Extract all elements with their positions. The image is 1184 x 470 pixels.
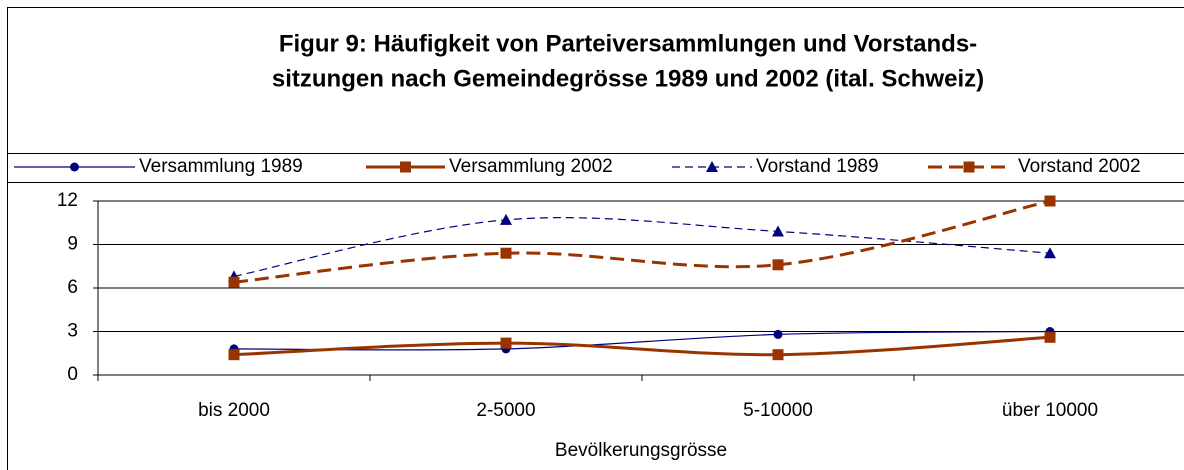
series-line — [233, 199, 1051, 284]
legend-box — [7, 153, 1184, 183]
legend-label: Vorstand 1989 — [756, 156, 879, 177]
chart-frame — [7, 7, 1184, 470]
series-line — [233, 335, 1051, 357]
x-tick-label: 2-5000 — [476, 400, 535, 421]
y-tick-label: 6 — [67, 277, 78, 298]
legend-marker — [70, 162, 79, 172]
data-point — [773, 329, 783, 339]
y-tick-label: 3 — [67, 321, 78, 342]
legend-label: Vorstand 2002 — [1018, 156, 1141, 177]
data-point — [1044, 331, 1056, 343]
x-tick-label: über 10000 — [1002, 400, 1098, 421]
data-point — [772, 259, 784, 271]
legend-marker — [400, 161, 411, 173]
y-tick-label: 12 — [57, 190, 78, 211]
data-point — [500, 213, 512, 225]
series-line — [233, 217, 1051, 277]
data-point — [772, 225, 784, 237]
data-point — [772, 349, 784, 361]
y-tick-label: 0 — [67, 364, 78, 385]
legend-marker — [963, 161, 975, 173]
chart-title: Figur 9: Häufigkeit von Parteiversammlun… — [279, 30, 977, 57]
legend-label: Versammlung 2002 — [449, 156, 613, 177]
chart-title: sitzungen nach Gemeindegrösse 1989 und 2… — [272, 65, 984, 92]
y-tick-label: 9 — [67, 234, 78, 255]
x-tick-label: bis 2000 — [198, 400, 270, 421]
data-point — [500, 247, 512, 259]
legend-label: Versammlung 1989 — [139, 156, 303, 177]
data-point — [1044, 247, 1056, 259]
data-point — [500, 337, 512, 349]
x-axis-title: Bevölkerungsgrösse — [555, 440, 727, 461]
legend-marker — [706, 161, 718, 172]
x-tick-label: 5-10000 — [743, 400, 813, 421]
series-line — [233, 330, 1051, 351]
data-point — [228, 349, 240, 361]
data-point — [1044, 195, 1056, 207]
data-point — [228, 276, 240, 288]
